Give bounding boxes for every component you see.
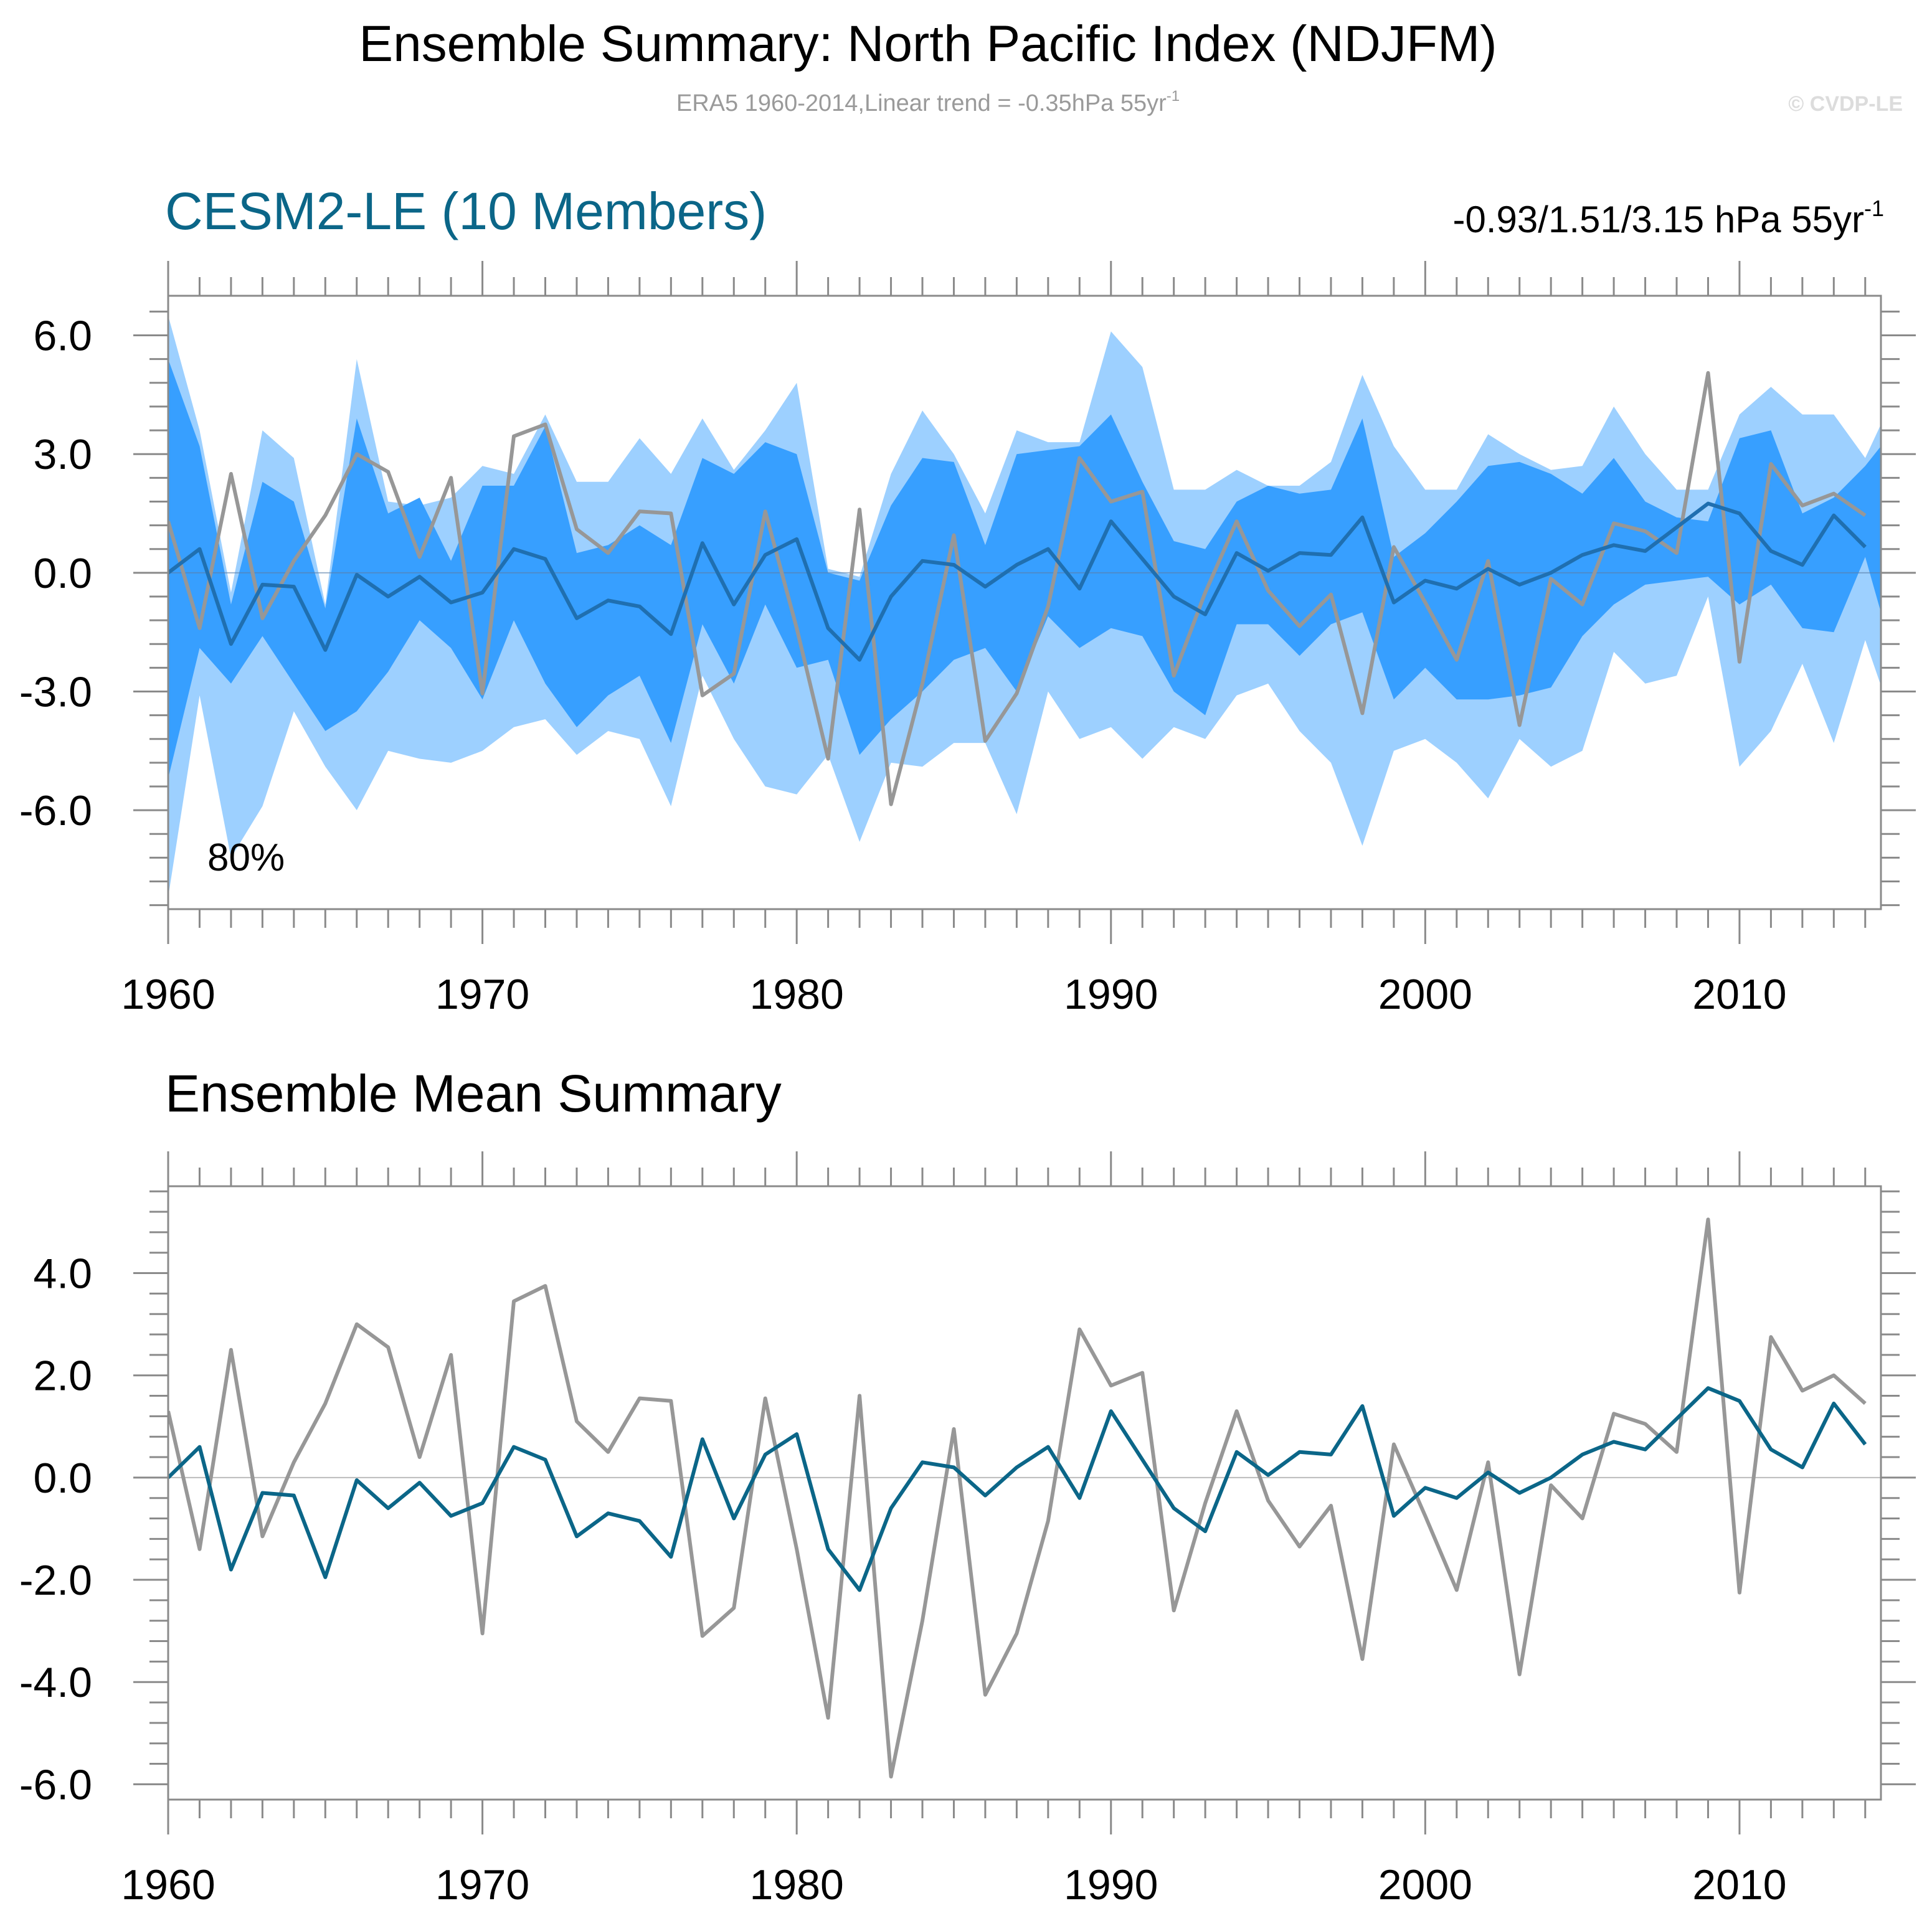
percentile-annotation: 80% xyxy=(207,836,285,879)
ensemble-spread-panel: CESM2-LE (10 Members) -0.93/1.51/3.15 hP… xyxy=(19,182,1916,1018)
x-tick-label: 2010 xyxy=(1692,1861,1786,1909)
y-tick-label: -6.0 xyxy=(19,1761,92,1808)
panel-title-ensemble-mean: Ensemble Mean Summary xyxy=(165,1064,782,1123)
x-tick-label: 1990 xyxy=(1064,1861,1158,1909)
x-tick-label: 1990 xyxy=(1064,971,1158,1018)
plot-area-2 xyxy=(168,1217,1881,1779)
y-tick-label: -3.0 xyxy=(19,668,92,715)
y-tick-label: 6.0 xyxy=(33,313,92,360)
copyright-label: © CVDP-LE xyxy=(1788,92,1903,116)
ensemble-mean-line xyxy=(168,1386,1867,1592)
panel-title-cesm2: CESM2-LE (10 Members) xyxy=(165,182,767,240)
trend-text: -0.93/1.51/3.15 hPa 55yr xyxy=(1453,199,1864,240)
ensemble-mean-line xyxy=(168,501,1867,662)
x-tick-label: 2010 xyxy=(1692,971,1786,1018)
y-tick-label: -6.0 xyxy=(19,787,92,834)
ensemble-mean-panel: Ensemble Mean Summary 1960 1970 1980 1990 20… xyxy=(19,1064,1916,1909)
subtitle-superscript: -1 xyxy=(1167,88,1180,105)
x-tick-label: 1970 xyxy=(435,1861,529,1909)
plot-frame-1 xyxy=(167,295,1882,910)
y-tick-label: 3.0 xyxy=(33,431,92,478)
observations-line xyxy=(168,1217,1867,1779)
y-tick-label: 4.0 xyxy=(33,1250,92,1298)
x-tick-label: 2000 xyxy=(1378,971,1472,1018)
plot-frame-2 xyxy=(167,1185,1882,1801)
axes-1: 1960 1970 1980 1990 2000 2010 6.0 3.0 0.0 -3.0 -6.… xyxy=(19,261,1916,1018)
y-tick-label: 2.0 xyxy=(33,1352,92,1400)
figure-title: Ensemble Summary: North Pacific Index (N… xyxy=(359,16,1497,72)
inner-spread-band xyxy=(168,359,1881,779)
y-tick-label: 0.0 xyxy=(33,1455,92,1502)
trend-superscript: -1 xyxy=(1864,196,1884,221)
x-tick-label: 1980 xyxy=(750,1861,844,1909)
observations-line xyxy=(168,371,1867,806)
subtitle-text: ERA5 1960-2014,Linear trend = -0.35hPa 5… xyxy=(676,90,1167,116)
x-tick-label: 1970 xyxy=(435,971,529,1018)
axes-2: 1960 1970 1980 1990 2000 2010 4.0 2.0 0.0 -2.0 -4.… xyxy=(19,1151,1916,1909)
y-tick-label: 0.0 xyxy=(33,550,92,597)
figure-subtitle: ERA5 1960-2014,Linear trend = -0.35hPa 5… xyxy=(676,88,1180,116)
y-tick-label: -2.0 xyxy=(19,1557,92,1604)
x-tick-label: 1960 xyxy=(121,971,215,1018)
x-tick-label: 1980 xyxy=(750,971,844,1018)
x-tick-label: 2000 xyxy=(1378,1861,1472,1909)
trend-label: -0.93/1.51/3.15 hPa 55yr-1 xyxy=(1453,196,1884,240)
x-tick-label: 1960 xyxy=(121,1861,215,1909)
plot-area-1 xyxy=(168,315,1881,897)
y-tick-label: -4.0 xyxy=(19,1659,92,1706)
